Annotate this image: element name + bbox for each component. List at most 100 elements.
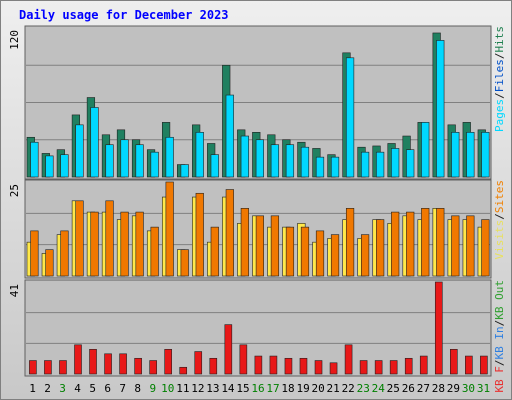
legend-entry: KB F — [493, 366, 506, 393]
bar-sites-day-13 — [210, 226, 219, 277]
bar-kb-f-day-20 — [314, 360, 323, 375]
bar-sites-day-14 — [225, 189, 234, 277]
x-tick-label-day-14: 14 — [221, 382, 235, 395]
bar-kb-f-day-21 — [329, 362, 338, 375]
bar-pages-day-16 — [255, 139, 264, 178]
bar-kb-f-day-23 — [359, 360, 368, 375]
bar-pages-day-18 — [285, 144, 295, 178]
legend-entry: / — [493, 213, 506, 220]
bar-kb-f-day-12 — [194, 351, 203, 375]
bar-sites-day-30 — [466, 215, 475, 277]
bar-pages-day-14 — [225, 94, 234, 178]
bar-sites-day-27 — [421, 208, 430, 277]
bar-pages-day-15 — [240, 135, 249, 178]
x-tick-label-day-7: 7 — [119, 382, 126, 395]
x-tick-label-day-1: 1 — [29, 382, 36, 395]
bar-sites-day-12 — [195, 192, 204, 277]
x-tick-label-day-16: 16 — [251, 382, 264, 395]
bar-sites-day-5 — [90, 211, 99, 277]
bar-kb-f-day-5 — [89, 349, 97, 375]
y-max-label: 41 — [8, 284, 21, 297]
bar-sites-day-4 — [75, 200, 84, 277]
bar-pages-day-6 — [105, 144, 114, 178]
x-tick-label-day-28: 28 — [432, 382, 445, 395]
bar-pages-day-23 — [361, 151, 370, 178]
bar-pages-day-20 — [315, 156, 325, 178]
bar-kb-f-day-14 — [224, 324, 233, 375]
bar-sites-day-19 — [300, 226, 310, 277]
bar-sites-day-16 — [255, 215, 264, 277]
bar-sites-day-28 — [436, 208, 445, 277]
bar-sites-day-31 — [481, 219, 490, 277]
x-tick-label-day-2: 2 — [44, 382, 51, 395]
x-tick-label-day-3: 3 — [59, 382, 66, 395]
x-tick-label-day-29: 29 — [447, 382, 460, 395]
bar-kb-f-day-1 — [29, 360, 37, 375]
x-tick-label-day-11: 11 — [176, 382, 189, 395]
x-tick-label-day-20: 20 — [312, 382, 325, 395]
bar-kb-f-day-25 — [389, 360, 398, 375]
bar-kb-f-day-2 — [44, 360, 52, 375]
bar-kb-f-day-17 — [269, 355, 278, 375]
bar-kb-f-day-19 — [299, 357, 308, 375]
bar-pages-day-19 — [300, 146, 310, 178]
x-tick-label-day-26: 26 — [402, 382, 415, 395]
x-tick-label-day-15: 15 — [236, 382, 249, 395]
bar-pages-day-10 — [165, 136, 174, 178]
bar-pages-day-13 — [210, 154, 219, 178]
bar-pages-day-21 — [330, 156, 340, 178]
bar-pages-day-26 — [406, 149, 415, 178]
bar-pages-day-25 — [391, 148, 400, 178]
x-tick-label-day-13: 13 — [206, 382, 219, 395]
bar-pages-day-11 — [180, 164, 189, 178]
x-tick-label-day-24: 24 — [372, 382, 386, 395]
x-tick-label-day-9: 9 — [149, 382, 156, 395]
x-tick-label-day-8: 8 — [134, 382, 141, 395]
bar-sites-day-20 — [315, 230, 325, 277]
x-tick-label-day-30: 30 — [462, 382, 475, 395]
bar-sites-day-11 — [180, 249, 189, 277]
bar-kb-f-day-7 — [119, 353, 127, 375]
bar-kb-f-day-6 — [104, 353, 112, 375]
legend-entry: Visits — [493, 220, 506, 260]
x-tick-label-day-4: 4 — [74, 382, 81, 395]
bar-sites-day-21 — [330, 234, 340, 277]
bar-sites-day-1 — [30, 230, 39, 277]
bar-kb-f-day-18 — [284, 357, 293, 375]
y-max-label: 25 — [8, 184, 21, 197]
legend-entry: / — [493, 53, 506, 60]
bar-kb-f-day-29 — [449, 349, 458, 375]
bar-pages-day-31 — [481, 132, 490, 178]
x-tick-label-day-27: 27 — [417, 382, 430, 395]
legend: KB F/KB In/KB Out — [493, 280, 506, 393]
chart-title: Daily usage for December 2023 — [19, 8, 229, 22]
bar-pages-day-30 — [466, 132, 475, 178]
x-tick-label-day-6: 6 — [104, 382, 111, 395]
bar-sites-day-26 — [406, 211, 415, 277]
x-tick-label-day-19: 19 — [296, 382, 309, 395]
bar-kb-f-day-9 — [149, 360, 157, 375]
bar-sites-day-10 — [165, 181, 174, 277]
x-axis-labels: 1 2 3 4 5 6 7 8 9 10 11 12 13 14 15 16 17 18 19 20 21 22 23 24 2… — [29, 382, 490, 395]
x-tick-label-day-22: 22 — [342, 382, 355, 395]
bar-kb-f-day-11 — [179, 366, 188, 375]
legend-entry: / — [493, 92, 506, 99]
bar-kb-f-day-4 — [74, 344, 82, 375]
bar-sites-day-24 — [376, 219, 385, 277]
bar-sites-day-25 — [391, 211, 400, 277]
x-tick-label-day-17: 17 — [266, 382, 279, 395]
bar-sites-day-6 — [105, 200, 114, 277]
bar-sites-day-7 — [120, 211, 129, 277]
bar-pages-day-12 — [195, 132, 204, 178]
bar-pages-day-5 — [90, 107, 99, 178]
bar-pages-day-8 — [135, 144, 144, 178]
bar-pages-day-29 — [451, 132, 460, 178]
x-tick-label-day-23: 23 — [357, 382, 370, 395]
x-tick-label-day-31: 31 — [477, 382, 490, 395]
y-max-label: 120 — [8, 30, 21, 50]
x-tick-label-day-18: 18 — [281, 382, 294, 395]
bar-pages-day-7 — [120, 139, 129, 178]
